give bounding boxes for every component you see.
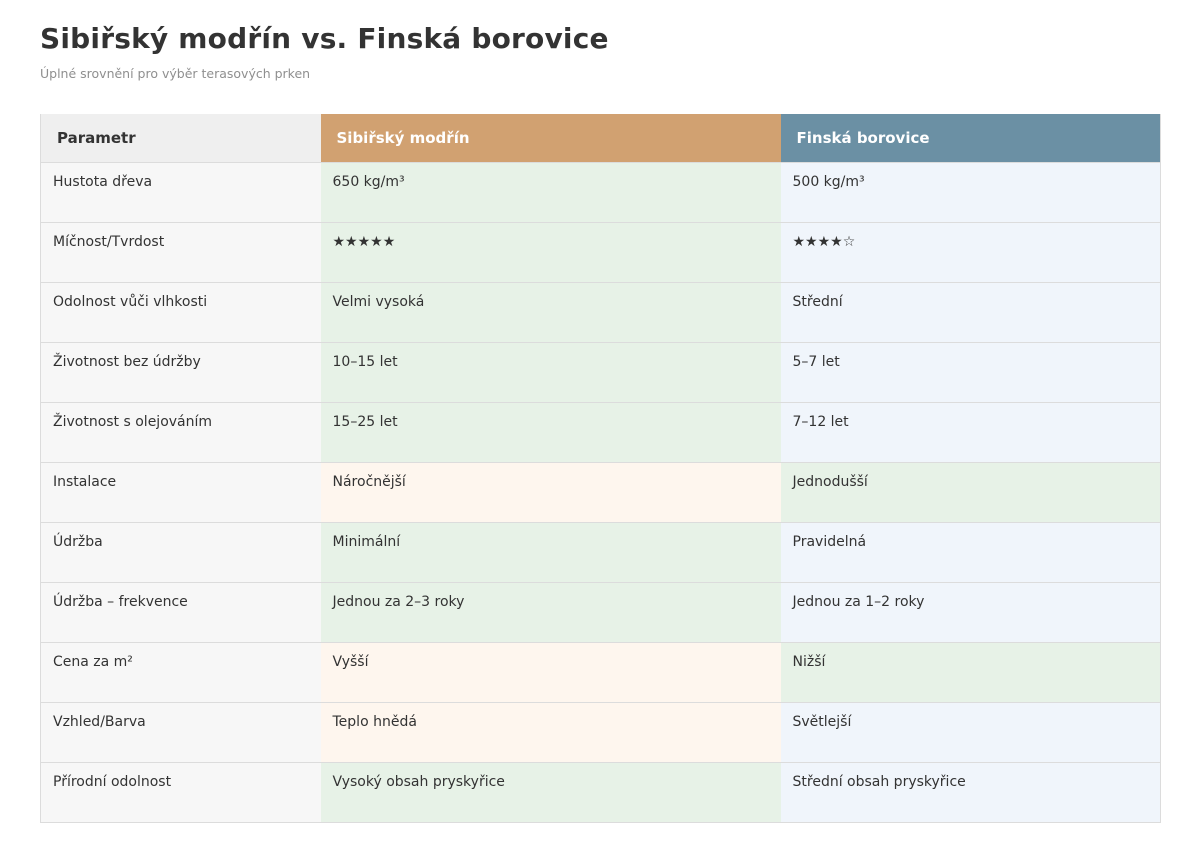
param-cell: Instalace xyxy=(40,462,321,523)
table-row: Instalace Náročnější Jednodušší xyxy=(40,462,1161,523)
table-row: Cena za m² Vyšší Nižší xyxy=(40,642,1161,703)
pine-value-cell: Střední xyxy=(780,282,1161,343)
param-cell: Hustota dřeva xyxy=(40,162,321,223)
page-title: Sibiřský modřín vs. Finská borovice xyxy=(40,22,609,55)
table-header-row: Parametr Sibiřský modřín Finská borovice xyxy=(40,113,1161,163)
table-row: Vzhled/Barva Teplo hnědá Světlejší xyxy=(40,702,1161,763)
column-header-parametr: Parametr xyxy=(40,113,321,163)
param-cell: Odolnost vůči vlhkosti xyxy=(40,282,321,343)
pine-value-cell: Střední obsah pryskyřice xyxy=(780,762,1161,823)
pine-value-cell: Pravidelná xyxy=(780,522,1161,583)
comparison-table: Parametr Sibiřský modřín Finská borovice… xyxy=(40,113,1161,824)
larch-value-cell: Teplo hnědá xyxy=(320,702,781,763)
larch-value-cell: ★★★★★ xyxy=(320,222,781,283)
larch-value-cell: Vyšší xyxy=(320,642,781,703)
table-row: Přírodní odolnost Vysoký obsah pryskyřic… xyxy=(40,762,1161,823)
table-row: Hustota dřeva 650 kg/m³ 500 kg/m³ xyxy=(40,162,1161,223)
table-row: Životnost bez údržby 10–15 let 5–7 let xyxy=(40,342,1161,403)
pine-value-cell: 500 kg/m³ xyxy=(780,162,1161,223)
pine-value-cell: ★★★★☆ xyxy=(780,222,1161,283)
table-row: Míčnost/Tvrdost ★★★★★ ★★★★☆ xyxy=(40,222,1161,283)
param-cell: Údržba xyxy=(40,522,321,583)
column-header-sibirsky-modrin: Sibiřský modřín xyxy=(320,113,781,163)
table-row: Údržba – frekvence Jednou za 2–3 roky Je… xyxy=(40,582,1161,643)
column-header-finska-borovice: Finská borovice xyxy=(780,113,1161,163)
larch-value-cell: Náročnější xyxy=(320,462,781,523)
param-cell: Vzhled/Barva xyxy=(40,702,321,763)
pine-value-cell: 7–12 let xyxy=(780,402,1161,463)
param-cell: Míčnost/Tvrdost xyxy=(40,222,321,283)
larch-value-cell: 10–15 let xyxy=(320,342,781,403)
param-cell: Životnost bez údržby xyxy=(40,342,321,403)
pine-value-cell: Nižší xyxy=(780,642,1161,703)
table-row: Odolnost vůči vlhkosti Velmi vysoká Stře… xyxy=(40,282,1161,343)
larch-value-cell: 15–25 let xyxy=(320,402,781,463)
larch-value-cell: Vysoký obsah pryskyřice xyxy=(320,762,781,823)
page-subtitle: Úplné srovnění pro výběr terasových prke… xyxy=(40,65,311,81)
table-row: Životnost s olejováním 15–25 let 7–12 le… xyxy=(40,402,1161,463)
larch-value-cell: Jednou za 2–3 roky xyxy=(320,582,781,643)
larch-value-cell: Minimální xyxy=(320,522,781,583)
larch-value-cell: 650 kg/m³ xyxy=(320,162,781,223)
pine-value-cell: Světlejší xyxy=(780,702,1161,763)
pine-value-cell: Jednou za 1–2 roky xyxy=(780,582,1161,643)
table-row: Údržba Minimální Pravidelná xyxy=(40,522,1161,583)
pine-value-cell: 5–7 let xyxy=(780,342,1161,403)
pine-value-cell: Jednodušší xyxy=(780,462,1161,523)
larch-value-cell: Velmi vysoká xyxy=(320,282,781,343)
param-cell: Přírodní odolnost xyxy=(40,762,321,823)
param-cell: Údržba – frekvence xyxy=(40,582,321,643)
param-cell: Životnost s olejováním xyxy=(40,402,321,463)
param-cell: Cena za m² xyxy=(40,642,321,703)
